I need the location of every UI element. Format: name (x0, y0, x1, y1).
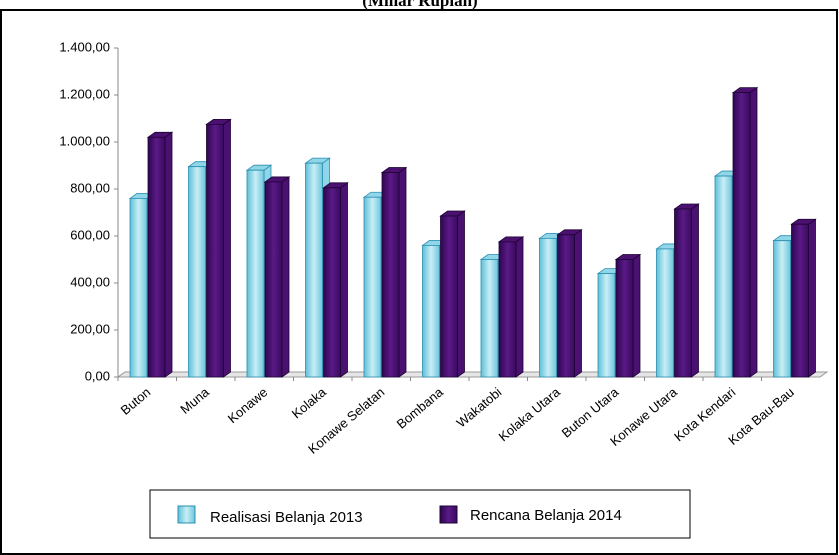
bar-side (164, 131, 173, 378)
x-tick-label: Kolaka Utara (496, 384, 564, 444)
bar-side (632, 253, 641, 378)
legend-box (149, 489, 691, 539)
chart-frame (0, 9, 838, 555)
bar-side (691, 203, 699, 378)
bar-side (574, 229, 582, 378)
y-tick-label: 800,00 (70, 180, 110, 195)
bar (791, 223, 809, 378)
bar (539, 237, 557, 378)
bar-side (281, 176, 290, 378)
legend-label: Rencana Belanja 2014 (470, 507, 622, 524)
bar-side (515, 236, 524, 378)
x-tick-label: Bombana (394, 384, 447, 432)
bar (147, 136, 166, 378)
bar (246, 169, 265, 378)
bar (480, 259, 499, 378)
bar (440, 215, 458, 378)
bar (129, 197, 148, 378)
x-tick-label: Kolaka (289, 384, 330, 422)
x-tick-label: Konawe (225, 384, 271, 426)
bar-side (223, 118, 231, 378)
bar (557, 234, 575, 378)
x-tick-label: Muna (177, 384, 212, 417)
legend-swatch (439, 505, 458, 524)
y-tick-label: 1.200,00 (59, 86, 110, 101)
y-tick-label: 600,00 (70, 227, 110, 242)
bar-side (340, 182, 348, 378)
bar (264, 181, 283, 378)
bar (206, 123, 224, 378)
legend-swatch (177, 505, 196, 524)
legend-label: Realisasi Belanja 2013 (210, 509, 363, 526)
bar (498, 241, 517, 378)
x-tick-label: Wakatobi (454, 384, 505, 430)
bar (714, 175, 733, 378)
bar-side (398, 166, 407, 378)
y-tick-label: 200,00 (70, 321, 110, 336)
bar (305, 162, 323, 378)
bar (188, 166, 206, 378)
bar (732, 92, 751, 378)
bar (363, 196, 382, 378)
bar (381, 172, 400, 378)
bar-side (749, 86, 758, 378)
bar (597, 273, 616, 378)
bar (323, 187, 341, 378)
y-tick-label: 400,00 (70, 274, 110, 289)
bar-side (457, 210, 465, 378)
bar-side (808, 218, 816, 378)
chart-title: (Miliar Rupiah) (362, 0, 477, 10)
bar (674, 208, 692, 378)
bar (615, 259, 634, 378)
bar (422, 244, 440, 378)
y-tick-label: 1.000,00 (59, 133, 110, 148)
bar (656, 248, 674, 378)
y-tick-label: 1.400,00 (59, 39, 110, 54)
y-tick-label: 0,00 (85, 368, 110, 383)
bar (773, 240, 791, 378)
x-tick-label: Buton (118, 384, 154, 417)
